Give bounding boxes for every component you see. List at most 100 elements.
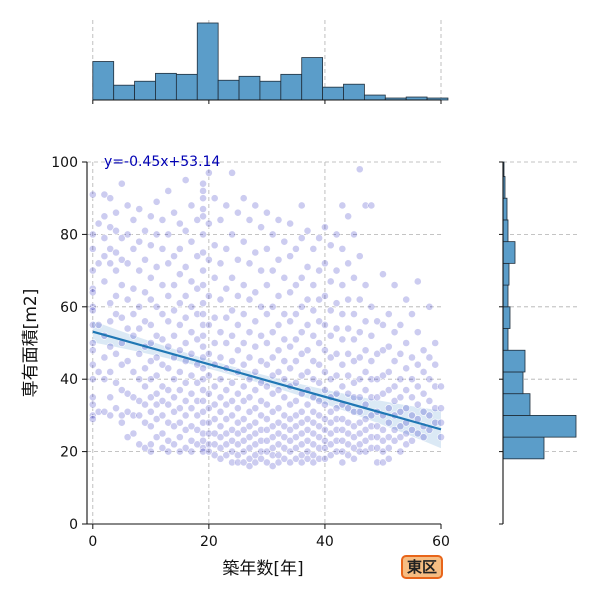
data-point (431, 360, 440, 369)
data-point (297, 273, 306, 282)
data-point (338, 310, 347, 318)
top-hist-bar (343, 83, 365, 101)
data-point (379, 371, 387, 380)
data-point (158, 244, 167, 253)
confidence-band-layer (92, 320, 441, 449)
confidence-band (92, 320, 441, 449)
data-point (263, 415, 271, 423)
x-axis-label: 築年数[年] (222, 559, 303, 579)
data-point (199, 187, 207, 195)
data-point (175, 404, 184, 413)
data-point (419, 433, 428, 442)
data-point (263, 310, 271, 318)
data-point (408, 375, 416, 384)
data-point (233, 418, 242, 427)
data-point (338, 447, 347, 456)
main-axes: 0 20 40 60 0 20 40 60 80 100 (51, 155, 450, 550)
data-point (216, 328, 225, 337)
data-point (257, 223, 265, 232)
data-point (228, 458, 236, 467)
data-point (175, 346, 184, 355)
data-point (106, 393, 115, 402)
data-point (315, 360, 324, 369)
y-tick-label: 80 (60, 227, 78, 243)
data-point (396, 393, 405, 402)
data-point (135, 324, 144, 333)
data-point (350, 357, 358, 365)
data-point (228, 273, 236, 282)
data-point (268, 389, 277, 398)
data-point (239, 425, 248, 434)
data-point (413, 277, 422, 286)
data-point (396, 407, 405, 416)
data-point (332, 436, 341, 445)
data-point (361, 425, 370, 434)
top-hist-bar (363, 94, 386, 101)
top-hist-bar (134, 80, 156, 101)
data-point (228, 230, 236, 239)
top-hist-bar (113, 84, 135, 101)
data-point (326, 407, 335, 416)
data-point (106, 223, 115, 232)
data-point (187, 328, 196, 337)
right-hist-bar (502, 262, 510, 286)
data-point (303, 263, 312, 271)
data-point (396, 320, 405, 329)
data-point (355, 447, 364, 456)
data-point (315, 397, 324, 405)
data-point (292, 454, 300, 463)
data-point (112, 266, 120, 275)
data-point (384, 310, 393, 318)
data-point (321, 386, 329, 394)
data-point (257, 331, 265, 340)
data-point (199, 418, 207, 427)
data-point (94, 320, 103, 329)
data-point (315, 422, 324, 431)
data-point (175, 270, 184, 279)
x-tick-label: 40 (316, 534, 334, 550)
data-point (216, 407, 225, 416)
data-point (263, 281, 271, 289)
data-point (292, 357, 300, 365)
data-point (379, 270, 387, 279)
data-point (164, 386, 173, 394)
data-point (379, 458, 387, 467)
data-point (193, 252, 202, 261)
data-point (350, 393, 358, 402)
data-point (245, 216, 254, 224)
right-hist-bar (502, 349, 526, 373)
data-point (175, 244, 184, 253)
right-hist-bar (502, 241, 516, 264)
data-point (274, 292, 283, 300)
data-point (141, 226, 149, 235)
data-point (344, 451, 353, 460)
data-point (280, 335, 289, 344)
data-point (355, 407, 364, 416)
data-point (146, 273, 155, 282)
data-point (297, 328, 306, 337)
data-point (158, 411, 167, 420)
data-point (274, 255, 283, 264)
data-point (239, 458, 248, 467)
data-point (332, 425, 341, 434)
y-tick-label: 40 (60, 372, 78, 388)
data-point (146, 440, 155, 449)
data-point (355, 353, 364, 362)
data-point (297, 371, 306, 380)
data-point (390, 436, 399, 445)
data-point (245, 422, 254, 431)
data-point (245, 444, 254, 452)
data-point (239, 281, 248, 289)
data-point (344, 440, 353, 449)
data-point (361, 346, 370, 355)
data-point (222, 201, 231, 210)
data-point (210, 429, 219, 438)
data-point (297, 458, 306, 467)
data-point (164, 187, 173, 195)
data-point (384, 404, 393, 413)
data-point (117, 418, 126, 427)
data-point (129, 310, 138, 318)
data-point (390, 397, 399, 405)
data-point (309, 306, 318, 315)
